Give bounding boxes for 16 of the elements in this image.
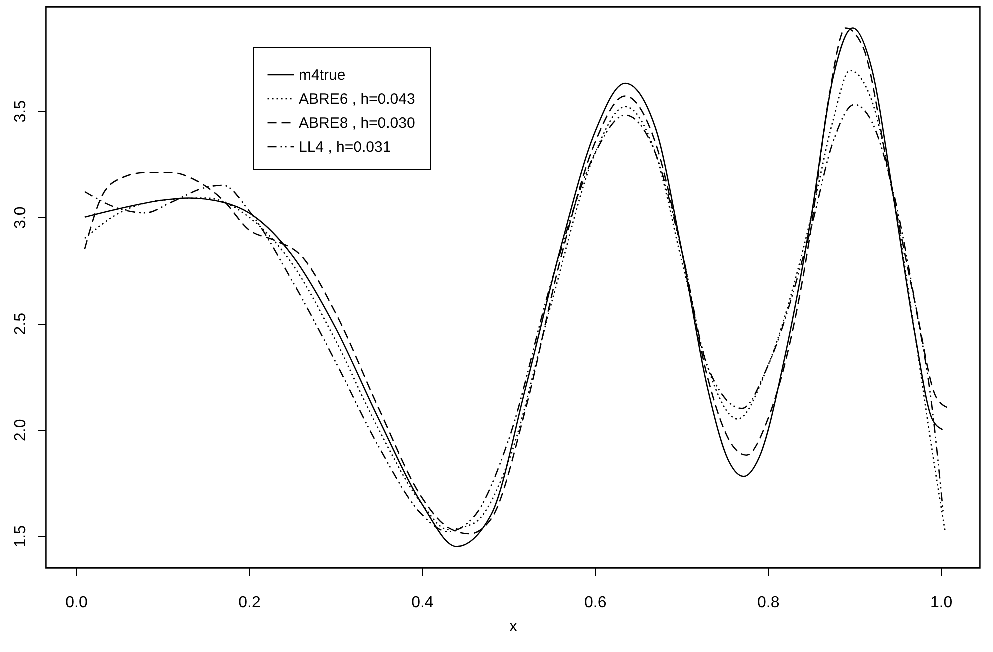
legend-label: m4true xyxy=(299,67,346,84)
x-tick-label: 1.0 xyxy=(930,594,953,612)
x-tick-label: 0.0 xyxy=(66,594,88,612)
x-tick-label: 0.6 xyxy=(584,594,607,612)
x-tick-label: 0.2 xyxy=(238,594,261,612)
y-tick-label: 3.5 xyxy=(12,100,30,123)
y-tick-label: 2.0 xyxy=(12,419,30,442)
y-tick-label: 3.0 xyxy=(12,206,30,229)
x-axis-title: x xyxy=(510,618,518,636)
y-tick-label: 2.5 xyxy=(12,312,30,336)
legend-label: ABRE6 , h=0.043 xyxy=(299,91,416,108)
x-tick-label: 0.8 xyxy=(757,594,780,612)
legend-label: LL4 , h=0.031 xyxy=(299,139,392,156)
y-tick-label: 1.5 xyxy=(12,525,30,548)
x-tick-label: 0.4 xyxy=(412,594,434,612)
legend-label: ABRE8 , h=0.030 xyxy=(299,115,416,132)
